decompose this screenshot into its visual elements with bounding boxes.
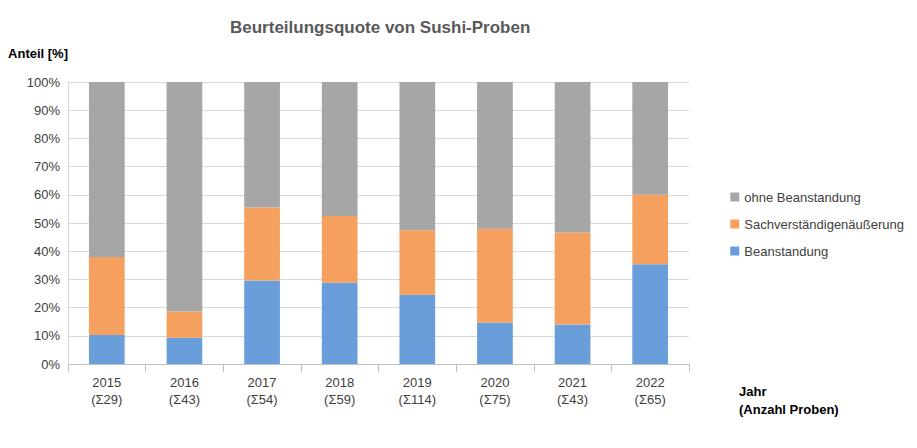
svg-text:Sachverständigenäußerung: Sachverständigenäußerung bbox=[744, 217, 904, 232]
svg-text:2016: 2016 bbox=[170, 375, 199, 390]
svg-text:2015: 2015 bbox=[92, 375, 121, 390]
svg-text:50%: 50% bbox=[34, 216, 60, 231]
svg-text:2021: 2021 bbox=[558, 375, 587, 390]
svg-text:2018: 2018 bbox=[325, 375, 354, 390]
svg-text:Anteil [%]: Anteil [%] bbox=[8, 46, 68, 61]
svg-text:2019: 2019 bbox=[403, 375, 432, 390]
svg-text:90%: 90% bbox=[34, 103, 60, 118]
svg-text:0%: 0% bbox=[41, 357, 60, 372]
svg-text:Beanstandung: Beanstandung bbox=[744, 244, 828, 259]
svg-text:2020: 2020 bbox=[480, 375, 509, 390]
svg-text:(Σ59): (Σ59) bbox=[324, 392, 355, 407]
svg-text:80%: 80% bbox=[34, 131, 60, 146]
svg-text:(Σ43): (Σ43) bbox=[557, 392, 588, 407]
svg-text:(Σ54): (Σ54) bbox=[246, 392, 277, 407]
svg-text:Jahr: Jahr bbox=[739, 384, 766, 399]
svg-text:20%: 20% bbox=[34, 300, 60, 315]
svg-text:60%: 60% bbox=[34, 187, 60, 202]
svg-text:2017: 2017 bbox=[248, 375, 277, 390]
svg-text:(Σ65): (Σ65) bbox=[635, 392, 666, 407]
svg-text:70%: 70% bbox=[34, 159, 60, 174]
svg-text:ohne Beanstandung: ohne Beanstandung bbox=[744, 190, 860, 205]
svg-text:Beurteilungsquote von Sushi-Pr: Beurteilungsquote von Sushi-Proben bbox=[230, 18, 530, 37]
svg-text:(Σ29): (Σ29) bbox=[91, 392, 122, 407]
svg-text:40%: 40% bbox=[34, 244, 60, 259]
svg-text:(Σ43): (Σ43) bbox=[169, 392, 200, 407]
svg-text:(Anzahl Proben): (Anzahl Proben) bbox=[739, 402, 839, 417]
svg-text:(Σ75): (Σ75) bbox=[479, 392, 510, 407]
svg-text:30%: 30% bbox=[34, 272, 60, 287]
svg-text:100%: 100% bbox=[27, 75, 61, 90]
svg-text:(Σ114): (Σ114) bbox=[399, 392, 436, 407]
svg-text:10%: 10% bbox=[34, 328, 60, 343]
svg-text:2022: 2022 bbox=[636, 375, 665, 390]
